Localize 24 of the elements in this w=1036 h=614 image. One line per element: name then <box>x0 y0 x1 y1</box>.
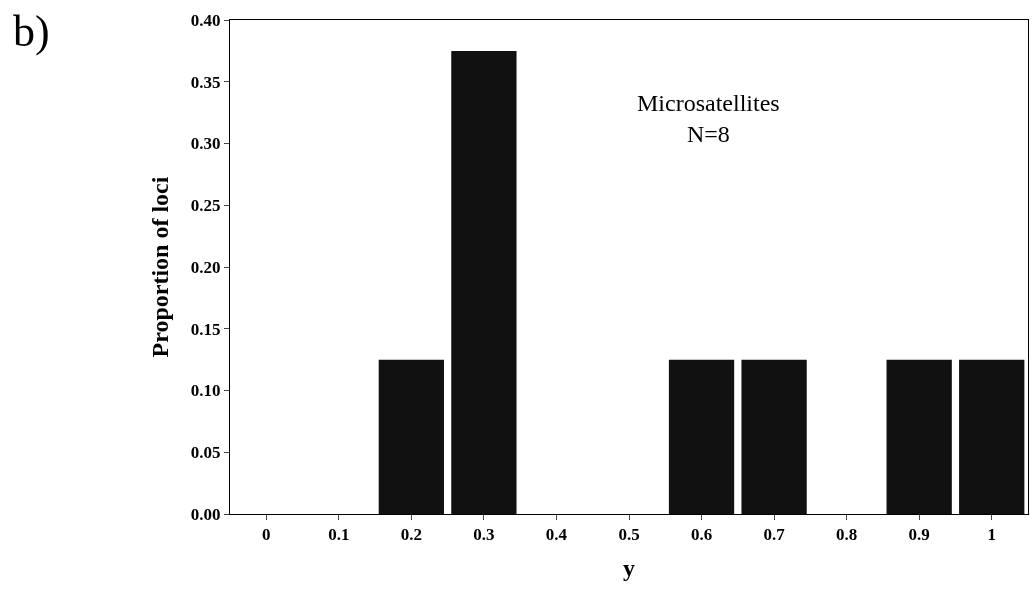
y-tick-label: 0.00 <box>190 504 221 524</box>
y-tick-label: 0.25 <box>190 196 221 216</box>
x-tick-label: 0 <box>262 525 271 545</box>
x-tick-label: 0.1 <box>328 525 350 545</box>
y-tick-label: 0.35 <box>190 72 221 92</box>
text: b) <box>13 7 50 56</box>
x-tick-label: 0.9 <box>908 525 930 545</box>
x-tick-label: 0.2 <box>400 525 422 545</box>
x-tick-label: 0.7 <box>763 525 786 545</box>
y-tick-label: 0.10 <box>190 381 221 401</box>
y-tick-label: 0.40 <box>190 10 221 30</box>
y-axis-title: Proportion of loci <box>146 176 173 358</box>
y-tick-label: 0.20 <box>190 257 221 277</box>
x-tick-label: 0.3 <box>473 525 495 545</box>
x-tick-label: 0.6 <box>690 525 713 545</box>
x-tick-label: 0.4 <box>545 525 568 545</box>
y-tick-label: 0.05 <box>190 443 221 463</box>
annotation: Microsatellites N=8 <box>637 90 780 148</box>
x-tick-label: 0.8 <box>836 525 858 545</box>
x-tick-label: 0.5 <box>618 525 640 545</box>
y-tick-label: 0.30 <box>190 134 221 154</box>
y-tick-label: 0.15 <box>190 319 221 339</box>
x-axis-title: y <box>623 554 635 581</box>
x-tick-label: 1 <box>987 525 996 545</box>
